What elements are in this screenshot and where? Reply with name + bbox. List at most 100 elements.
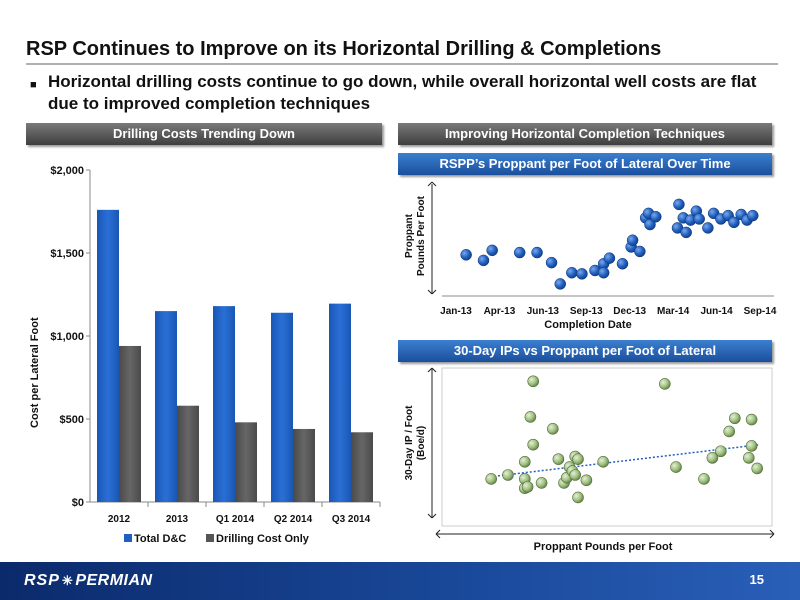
data-point — [698, 473, 710, 485]
x-tick-label: Apr-13 — [484, 306, 516, 317]
bar-drilling — [235, 422, 257, 502]
bar-drilling — [119, 345, 141, 502]
data-point — [742, 452, 755, 464]
legend-label-total: Total D&C — [134, 533, 186, 545]
data-point — [751, 462, 764, 475]
x-tick-label: Jun-13 — [527, 306, 560, 317]
x-tick-label: Q2 2014 — [274, 514, 313, 525]
data-point — [485, 473, 497, 485]
x-tick-label: Mar-14 — [657, 306, 690, 317]
data-point — [531, 246, 543, 259]
data-point — [603, 252, 616, 264]
data-point — [644, 218, 656, 231]
data-point — [670, 461, 682, 473]
data-point — [702, 222, 714, 234]
data-point — [616, 258, 629, 270]
data-point — [477, 254, 490, 267]
data-point — [634, 245, 646, 258]
legend-swatch-total — [124, 534, 132, 542]
bar-total — [213, 306, 235, 502]
data-point — [554, 278, 566, 290]
data-point — [519, 456, 531, 468]
data-point — [597, 456, 609, 468]
data-point — [706, 452, 719, 464]
data-point — [680, 226, 692, 239]
data-point — [513, 246, 526, 259]
data-point — [728, 216, 740, 229]
data-point — [527, 375, 539, 388]
data-point — [580, 474, 593, 487]
x-tick-label: 2013 — [166, 514, 189, 525]
proppant-y-label-1: Proppant — [404, 213, 415, 258]
proppant-y-label-2: Pounds Per Foot — [416, 195, 427, 276]
company-logo: RSP ✳ PERMIAN — [24, 572, 153, 590]
x-tick-label: Q3 2014 — [332, 514, 371, 525]
bar-drilling — [293, 428, 315, 502]
data-point — [527, 438, 539, 451]
ip-y-label-2: (Boe/d) — [416, 426, 427, 460]
bullet-square-icon: ■ — [30, 79, 37, 91]
bar-total — [97, 209, 119, 502]
x-tick-label: Sep-13 — [570, 306, 603, 317]
data-point — [545, 256, 558, 269]
proppant-time-scatter: Proppant Pounds Per Foot Jan-13 Apr-13 Jun… — [404, 181, 777, 331]
y-tick-label: $1,500 — [50, 248, 84, 260]
data-point — [566, 266, 578, 279]
proppant-time-chart-header: RSPP’s Proppant per Foot of Lateral Over… — [398, 153, 772, 175]
x-tick-label: Jun-14 — [700, 306, 733, 317]
data-point — [745, 413, 758, 426]
data-point — [524, 411, 537, 423]
bar-total — [155, 311, 177, 502]
footer-bar — [0, 562, 800, 600]
y-tick-label: $1,000 — [50, 331, 84, 343]
bar-total — [329, 303, 351, 502]
page-number: 15 — [749, 572, 764, 587]
y-tick-label: $2,000 — [50, 165, 84, 177]
bar-drilling — [351, 432, 373, 502]
data-point — [747, 209, 759, 222]
data-point — [486, 244, 498, 257]
y-tick-label: $500 — [60, 414, 84, 426]
x-tick-label: Sep-14 — [744, 306, 777, 317]
y-tick-label: $0 — [72, 497, 84, 509]
data-point — [569, 469, 581, 481]
data-point — [597, 266, 610, 279]
data-point — [745, 440, 758, 452]
data-point — [460, 249, 472, 261]
drilling-cost-bar-chart: Cost per Lateral Foot $0 $500 $1,000 $1,500… — [29, 165, 381, 545]
data-point — [572, 491, 584, 504]
data-point — [673, 198, 685, 211]
trendline — [493, 443, 761, 478]
ip-x-axis-label: Proppant Pounds per Foot — [534, 541, 673, 553]
ip-vs-proppant-scatter: 30-Day IP / Foot (Boe/d) Proppant Pounds… — [404, 367, 775, 553]
data-point — [650, 210, 662, 223]
data-point — [576, 268, 588, 280]
legend-label-drilling: Drilling Cost Only — [216, 533, 310, 545]
data-point — [547, 422, 559, 435]
logo-text-rsp: RSP — [24, 572, 60, 589]
data-point — [572, 453, 584, 465]
logo-text-permian: PERMIAN — [75, 572, 153, 589]
data-point — [521, 481, 534, 493]
data-point — [626, 234, 639, 246]
title-divider — [26, 63, 778, 65]
x-tick-label: Jan-13 — [440, 306, 472, 317]
logo-star-icon: ✳ — [61, 573, 74, 588]
bar-drilling — [177, 405, 199, 502]
data-point — [693, 213, 705, 225]
y-axis-label: Cost per Lateral Foot — [29, 317, 41, 428]
left-section-header: Drilling Costs Trending Down — [26, 123, 382, 145]
data-point — [535, 477, 548, 489]
proppant-x-axis-label: Completion Date — [544, 319, 631, 331]
ip-y-label-1: 30-Day IP / Foot — [404, 405, 415, 481]
slide-title: RSP Continues to Improve on its Horizont… — [26, 38, 662, 60]
x-tick-label: 2012 — [108, 514, 131, 525]
x-tick-label: Dec-13 — [613, 306, 646, 317]
ip-vs-proppant-chart-header: 30-Day IPs vs Proppant per Foot of Later… — [398, 340, 772, 362]
bullet-text: Horizontal drilling costs continue to go… — [48, 72, 757, 113]
data-point — [714, 445, 727, 458]
data-point — [502, 469, 514, 481]
bar-total — [271, 312, 293, 502]
legend-swatch-drilling — [206, 534, 214, 542]
right-section-header: Improving Horizontal Completion Techniqu… — [398, 123, 772, 145]
